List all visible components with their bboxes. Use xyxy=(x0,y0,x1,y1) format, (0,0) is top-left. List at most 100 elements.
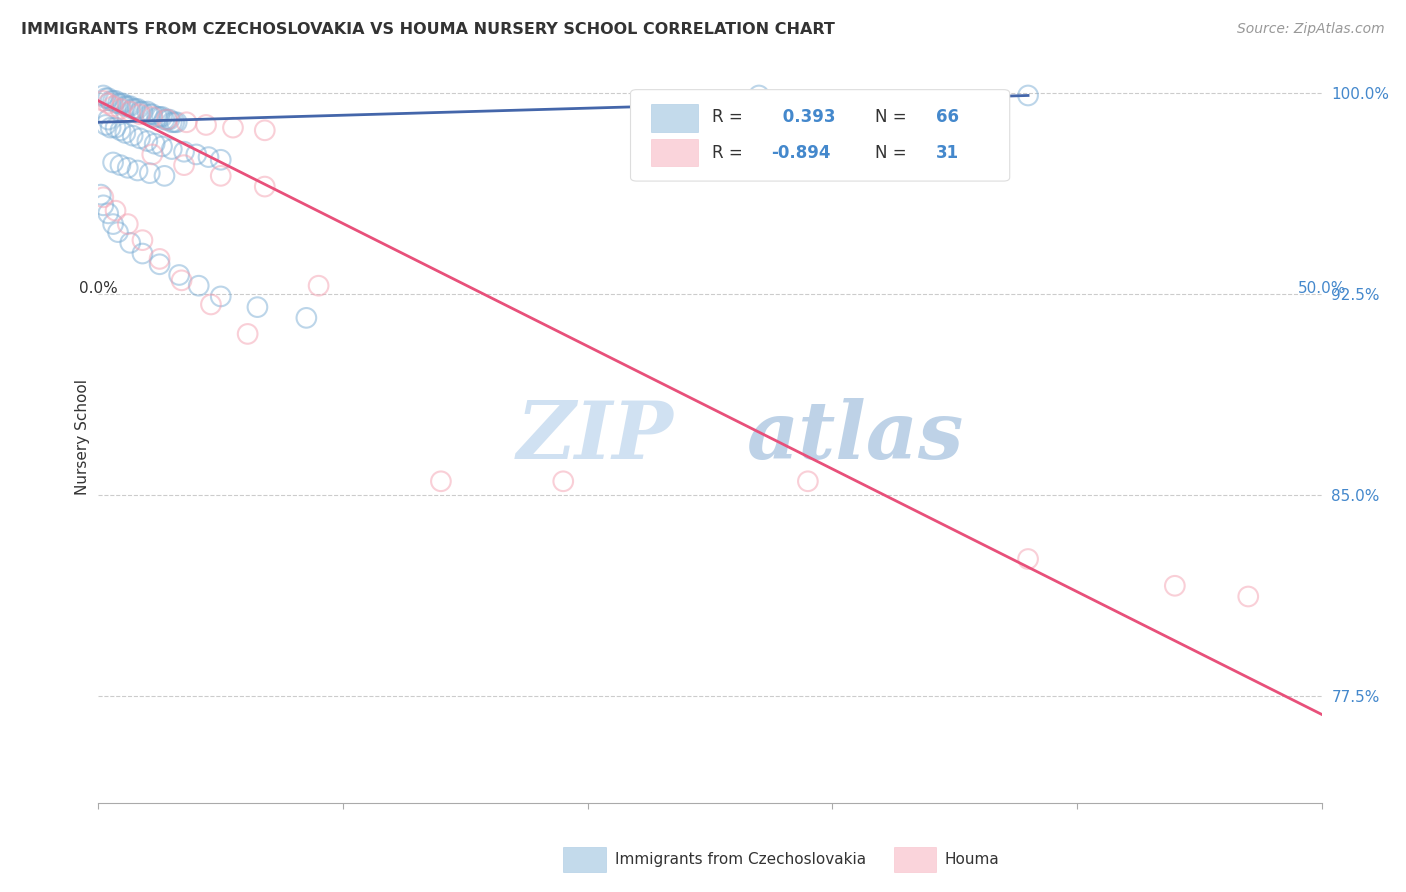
FancyBboxPatch shape xyxy=(630,90,1010,181)
Point xyxy=(163,115,186,129)
Point xyxy=(91,88,114,103)
Point xyxy=(117,99,139,113)
Point xyxy=(121,128,143,143)
Point xyxy=(141,147,163,161)
Point xyxy=(117,161,139,175)
Point xyxy=(139,166,162,180)
Text: R =: R = xyxy=(713,144,744,161)
Point xyxy=(149,110,172,124)
Point xyxy=(129,107,152,121)
Point xyxy=(209,289,232,303)
Point xyxy=(167,268,190,282)
Text: 31: 31 xyxy=(936,144,959,161)
Point xyxy=(120,104,142,119)
Point xyxy=(90,187,112,202)
Point xyxy=(197,150,219,164)
FancyBboxPatch shape xyxy=(651,138,697,167)
Point xyxy=(110,123,132,137)
Point xyxy=(91,94,114,108)
Point xyxy=(176,115,198,129)
Point xyxy=(107,225,129,239)
Point xyxy=(100,120,122,135)
Point xyxy=(1237,590,1260,604)
Point xyxy=(139,107,162,121)
Point xyxy=(129,104,152,119)
Point xyxy=(173,158,195,172)
Point xyxy=(748,88,770,103)
Y-axis label: Nursery School: Nursery School xyxy=(75,379,90,495)
Point xyxy=(129,131,152,145)
Text: Immigrants from Czechoslovakia: Immigrants from Czechoslovakia xyxy=(614,852,866,867)
Point xyxy=(91,190,114,204)
FancyBboxPatch shape xyxy=(564,847,606,872)
Point xyxy=(157,112,180,127)
Text: N =: N = xyxy=(875,144,907,161)
Text: IMMIGRANTS FROM CZECHOSLOVAKIA VS HOUMA NURSERY SCHOOL CORRELATION CHART: IMMIGRANTS FROM CZECHOSLOVAKIA VS HOUMA … xyxy=(21,22,835,37)
Text: -0.894: -0.894 xyxy=(772,144,831,161)
Point xyxy=(97,91,120,105)
Text: 50.0%: 50.0% xyxy=(1298,281,1346,296)
Point xyxy=(150,139,173,153)
Point xyxy=(127,102,149,116)
Point xyxy=(253,179,276,194)
Point xyxy=(156,112,179,127)
Point xyxy=(110,158,132,172)
Point xyxy=(110,102,132,116)
Point xyxy=(173,145,195,159)
Point xyxy=(430,475,453,489)
Point xyxy=(94,91,117,105)
Text: R =: R = xyxy=(713,109,744,127)
Point xyxy=(131,104,153,119)
Point xyxy=(97,206,120,220)
Point xyxy=(170,273,193,287)
Text: N =: N = xyxy=(875,109,907,127)
Point xyxy=(101,99,124,113)
Point xyxy=(117,217,139,231)
Text: Houma: Houma xyxy=(945,852,1000,867)
Point xyxy=(187,278,209,293)
Point xyxy=(236,326,259,341)
Point xyxy=(1017,88,1039,103)
Text: atlas: atlas xyxy=(747,399,965,475)
FancyBboxPatch shape xyxy=(894,847,936,872)
Point xyxy=(114,126,136,140)
Point xyxy=(308,278,330,293)
Point xyxy=(104,120,127,135)
Point xyxy=(222,120,245,135)
Text: Source: ZipAtlas.com: Source: ZipAtlas.com xyxy=(1237,22,1385,37)
FancyBboxPatch shape xyxy=(651,104,697,132)
Point xyxy=(107,96,129,111)
Point xyxy=(1017,552,1039,566)
Point xyxy=(1164,579,1187,593)
Point xyxy=(141,107,163,121)
Point xyxy=(295,310,318,325)
Point xyxy=(124,102,146,116)
Point xyxy=(94,118,117,132)
Point xyxy=(160,142,183,156)
Point xyxy=(195,118,218,132)
Point xyxy=(104,203,127,218)
Point xyxy=(209,153,232,167)
Point xyxy=(127,163,149,178)
Point xyxy=(797,475,820,489)
Text: ZIP: ZIP xyxy=(516,399,673,475)
Point xyxy=(160,115,183,129)
Point xyxy=(110,96,132,111)
Point xyxy=(246,300,269,314)
Point xyxy=(153,169,176,183)
Point xyxy=(121,102,143,116)
Point xyxy=(153,112,176,127)
Point xyxy=(156,112,179,127)
Point xyxy=(150,110,173,124)
Point xyxy=(136,134,159,148)
Point xyxy=(136,104,159,119)
Point xyxy=(143,136,166,151)
Point xyxy=(186,147,208,161)
Point xyxy=(111,96,134,111)
Point xyxy=(114,99,136,113)
Point xyxy=(97,96,120,111)
Point xyxy=(101,94,124,108)
Point xyxy=(91,198,114,212)
Point xyxy=(166,115,188,129)
Point xyxy=(131,233,153,247)
